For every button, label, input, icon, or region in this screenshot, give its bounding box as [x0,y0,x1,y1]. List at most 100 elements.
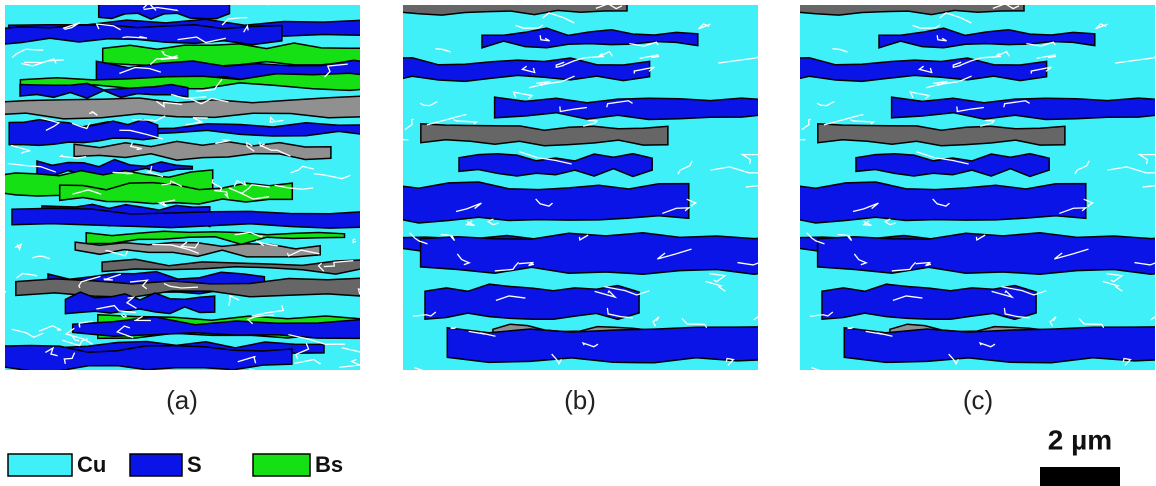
grain-boundary [149,55,177,66]
grain-boundary [468,330,496,337]
grain-boundary [551,353,563,366]
grain-boundary [892,295,923,301]
grain-boundary [917,65,933,74]
grain-boundary [515,24,544,29]
grain-boundary [115,325,134,339]
grain-boundary [1026,41,1056,47]
grain-boundary [578,234,589,242]
grain-boundary [633,66,655,74]
grain [890,96,1155,121]
grain-boundary [512,91,534,100]
grain-boundary [753,316,758,321]
grain-boundary [105,249,129,257]
grain [817,123,1066,147]
grain-boundary [245,141,255,152]
grain-boundary [323,260,354,268]
grain-boundary [865,330,893,337]
grain-boundary [11,48,44,59]
grain-boundary [129,142,143,151]
grain-boundary [629,41,659,47]
legend-swatch [252,453,311,477]
grain-boundary [1030,66,1052,74]
grain-boundary [146,165,164,178]
grain-boundary [160,50,177,60]
grain [800,57,1048,83]
grain [424,283,640,321]
grain-boundary [324,63,348,78]
grain-boundary [853,253,868,266]
grain-boundary [134,315,151,322]
grain-boundary [419,100,438,107]
grain-boundary [555,61,565,69]
grain [458,152,653,178]
grain-boundary [528,75,575,89]
grain-boundary [652,316,660,327]
grain-boundary [155,100,183,109]
grain [403,57,651,83]
grain-boundary [269,116,284,123]
grain-boundary [259,144,291,157]
grain-boundary [274,184,314,190]
grain-boundary [603,285,650,296]
grain-boundary [1003,307,1030,319]
grain [800,181,1087,224]
grain-boundary [561,55,605,67]
grain-boundary [426,114,467,126]
grain-boundary [196,78,223,92]
panel-label: (c) [963,385,993,415]
grain-boundary [883,218,896,226]
grain-boundary [62,338,88,347]
grain-boundary [78,275,101,289]
legend-swatch [129,453,183,477]
grain-boundary [317,262,325,272]
grain [493,96,758,121]
grain [58,181,294,205]
grain-boundary [847,326,854,329]
grain-boundary [936,35,947,42]
grain-boundary [228,294,240,306]
grain [821,283,1037,321]
legend-label: Bs [315,452,343,477]
grain-boundary [1102,280,1123,292]
grain-boundary [63,352,76,365]
grain [19,82,189,100]
grain-boundary [925,75,972,89]
grain-boundary [535,198,553,207]
grain-boundary [409,232,428,245]
grain [73,140,332,161]
grain-boundary [994,50,1010,58]
grain-boundary [1036,54,1057,60]
grain-boundary [915,261,932,267]
grain-boundary [255,240,278,247]
grain-boundary [606,307,633,319]
grain [85,230,346,246]
grain [878,27,1096,49]
grain-boundary [95,23,121,31]
grain [843,326,1155,364]
grain-boundary [495,295,526,301]
grain-boundary [233,179,247,187]
grain-boundary [119,66,162,74]
grain-boundary [211,179,223,192]
grain-boundary [816,100,835,107]
grain [5,23,283,46]
grain-boundary [1106,272,1124,283]
grain-boundary [850,119,876,125]
grain-boundary [258,141,265,148]
grain [97,5,231,20]
grain-boundary [190,97,229,105]
grain-boundary [103,273,121,281]
grain [11,207,360,229]
grain-boundary [909,91,931,100]
grain-boundary [120,312,128,319]
grain-boundary [237,355,257,364]
grain-boundary [129,279,150,290]
grain-boundary [1150,316,1155,321]
grain-boundary [800,138,806,141]
grain-boundary [71,122,91,130]
map-c [800,5,1155,370]
grain-boundary [1142,185,1155,188]
grain-boundary [1115,56,1155,64]
grain-boundary [10,144,31,155]
grain-boundary [251,305,285,317]
